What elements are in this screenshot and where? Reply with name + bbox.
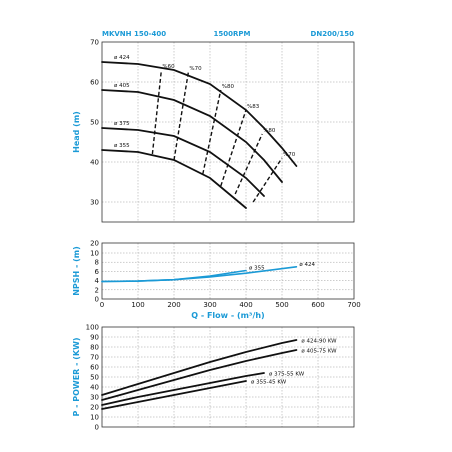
power-curve	[101, 349, 298, 401]
npsh-y-tick-label: 0	[95, 296, 99, 304]
npsh-x-tick-label: 0	[100, 301, 104, 309]
head-panel: 30 40 50 60 70 Head (m) ø 424 ø 405 ø 375 ø 355 %6…	[72, 39, 355, 223]
npsh-y-tick-label: 10	[90, 250, 99, 258]
npsh-curve-label: ø 424	[299, 262, 315, 268]
efficiency-line	[151, 69, 163, 155]
npsh-x-tick-label: 200	[167, 301, 180, 309]
head-frame	[101, 41, 355, 223]
power-panel: 0 10 20 30 40 50 60 70 80 90 100 P - POWER - (KW) ø …	[72, 324, 355, 432]
head-y-tick-label: 30	[90, 199, 99, 207]
head-curve	[101, 61, 298, 167]
flow-x-axis-label: Q - Flow - (m³/h)	[191, 311, 264, 320]
efficiency-label: %60	[162, 64, 175, 70]
npsh-x-tick-label: 700	[347, 301, 360, 309]
head-y-tick-label: 40	[90, 159, 99, 167]
power-curve	[101, 339, 298, 396]
power-curve	[101, 372, 265, 406]
power-y-tick-label: 20	[90, 404, 99, 412]
power-curve-label: ø 405-75 KW	[301, 349, 337, 355]
npsh-x-tick-label: 100	[131, 301, 144, 309]
power-y-tick-label: 10	[90, 414, 99, 422]
power-y-tick-label: 0	[95, 424, 99, 432]
npsh-y-tick-label: 4	[95, 277, 100, 285]
npsh-y-axis-label: NPSH - (m)	[72, 246, 81, 296]
head-curve-label: ø 355	[114, 143, 130, 149]
power-y-tick-label: 30	[90, 394, 99, 402]
npsh-x-tick-label: 600	[311, 301, 324, 309]
efficiency-label: %70	[189, 66, 202, 72]
npsh-x-tick-label: 300	[203, 301, 216, 309]
head-y-tick-label: 70	[90, 39, 99, 47]
power-y-tick-label: 100	[86, 324, 99, 332]
head-curve	[101, 127, 265, 197]
efficiency-label: %80	[263, 128, 276, 134]
head-y-axis-label: Head (m)	[72, 111, 81, 153]
npsh-y-tick-label: 8	[95, 259, 99, 267]
head-curve-label: ø 375	[114, 121, 130, 127]
efficiency-label: %70	[283, 152, 296, 158]
power-curve	[101, 380, 247, 410]
efficiency-label: %83	[247, 104, 260, 110]
efficiency-line	[202, 89, 222, 175]
chart-header-speed: 1500RPM	[214, 30, 251, 38]
npsh-curve	[101, 266, 298, 283]
efficiency-line	[173, 71, 190, 161]
efficiency-line	[234, 133, 263, 195]
efficiency-label: %80	[222, 84, 235, 90]
power-curve-label: ø 355-45 KW	[251, 380, 287, 386]
npsh-x-tick-label: 500	[275, 301, 288, 309]
power-y-tick-label: 40	[90, 384, 99, 392]
head-y-tick-label: 50	[90, 119, 99, 127]
chart-header-model: MKVNH 150-400	[102, 30, 166, 38]
head-y-tick-label: 60	[90, 79, 99, 87]
efficiency-line	[252, 157, 283, 203]
head-curve-label: ø 424	[114, 55, 130, 61]
power-y-tick-label: 70	[90, 354, 99, 362]
npsh-y-tick-label: 2	[95, 286, 99, 294]
power-y-tick-label: 60	[90, 364, 99, 372]
power-y-tick-label: 50	[90, 374, 99, 382]
npsh-y-tick-label: 6	[95, 268, 100, 276]
power-y-tick-label: 80	[90, 344, 99, 352]
power-curve-label: ø 424-90 KW	[301, 339, 337, 345]
power-curve-label: ø 375-55 KW	[269, 372, 305, 378]
power-y-axis-label: P - POWER - (KW)	[72, 337, 81, 416]
power-y-tick-label: 90	[90, 334, 99, 342]
npsh-x-tick-label: 400	[239, 301, 252, 309]
chart-header-flange: DN200/150	[311, 30, 355, 38]
npsh-y-tick-label: 20	[90, 240, 99, 248]
npsh-frame	[101, 242, 355, 300]
head-curve	[101, 89, 283, 183]
npsh-curve-label: ø 355	[249, 265, 265, 271]
power-frame	[101, 326, 355, 428]
head-curve-label: ø 405	[114, 83, 130, 89]
efficiency-line	[220, 109, 247, 187]
